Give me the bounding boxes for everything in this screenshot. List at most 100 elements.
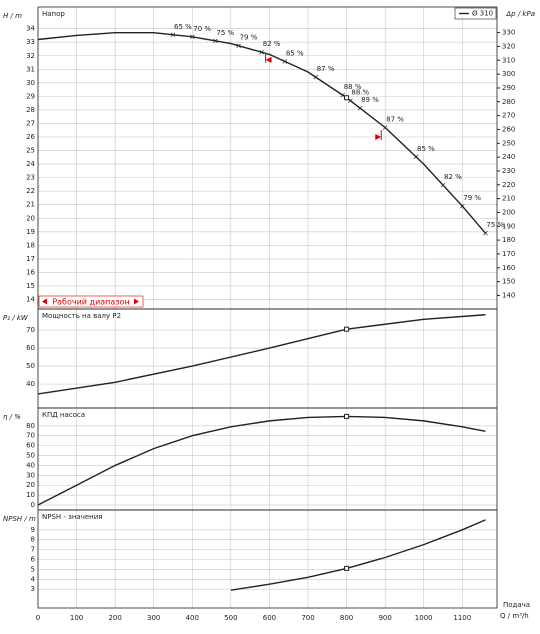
y2-tick-label: 300 [502,70,515,78]
x-tick-label: 600 [263,614,276,622]
efficiency-tick [357,105,363,111]
y-tick-label: 80 [26,422,35,430]
range-marker [375,134,382,141]
y2-tick-label: 320 [502,42,515,50]
y-tick-label: 29 [26,92,35,100]
efficiency-label: 85 % [286,49,304,57]
efficiency-label: 85 % [417,145,435,153]
efficiency-label: 82 % [444,173,462,181]
y-tick-label: 60 [26,442,35,450]
y-tick-label: 70 [26,326,35,334]
efficiency-tick [382,125,388,130]
efficiency-tick [190,34,195,40]
y2-tick-label: 140 [502,291,515,299]
y2-tick-label: 240 [502,153,515,161]
y-tick-label: 16 [26,268,35,276]
duty-point [344,565,350,571]
efficiency-tick [340,92,345,98]
y2-tick-label: 180 [502,236,515,244]
y-tick-label: 19 [26,228,35,236]
y2-tick-label: 230 [502,167,515,175]
y-tick-label: 34 [26,25,35,33]
y-tick-label: 27 [26,119,35,127]
y-tick-label: 5 [31,565,35,573]
efficiency-label: 82 % [263,40,281,48]
y-tick-label: 17 [26,255,35,263]
panel-frame [37,6,498,310]
x-axis-label-2: Подача [503,601,530,609]
y-axis-label: η / % [3,413,21,421]
y-tick-label: 10 [26,491,35,499]
range-label: Рабочий диапазон [52,298,129,307]
y-tick-label: 0 [31,501,35,509]
legend-label: Ø 310 [472,10,493,18]
y-tick-label: 3 [31,585,35,593]
y-tick-label: 23 [26,174,35,182]
y-tick-label: 50 [26,452,35,460]
panel-frame [37,509,498,609]
efficiency-tick [440,182,446,188]
y-tick-label: 70 [26,432,35,440]
efficiency-label: 65 % [174,23,192,31]
efficiency-label: 88 % [344,83,362,91]
y2-tick-label: 250 [502,139,515,147]
efficiency-label: 79 % [463,194,481,202]
y-tick-label: 33 [26,38,35,46]
y-axis-label: H / m [3,12,22,20]
panel-title: NPSH - значения [42,513,103,521]
range-arrow-left [42,298,47,305]
x-tick-label: 200 [108,614,121,622]
curve [230,519,486,591]
y-tick-label: 28 [26,106,35,114]
y2-tick-label: 160 [502,264,515,272]
efficiency-label: 70 % [193,25,211,33]
y-tick-label: 18 [26,241,35,249]
efficiency-tick [170,32,176,38]
x-tick-label: 100 [70,614,83,622]
y-tick-label: 26 [26,133,35,141]
efficiency-tick [483,230,488,236]
y-tick-label: 9 [31,526,35,534]
y2-tick-label: 310 [502,56,515,64]
duty-point [344,326,350,332]
y-tick-label: 32 [26,52,35,60]
range-arrow-right [134,298,139,305]
y-tick-label: 60 [26,344,35,352]
x-tick-label: 500 [224,614,237,622]
efficiency-tick [236,43,241,48]
range-marker [265,56,272,63]
range-label-box [38,295,144,308]
y2-tick-label: 190 [502,222,515,230]
y-tick-label: 25 [26,147,35,155]
y-tick-label: 8 [31,536,35,544]
panel-title: Мощность на валу P2 [42,312,121,320]
efficiency-tick [313,74,318,80]
efficiency-label: 75 % [486,221,504,229]
y2-tick-label: 220 [502,181,515,189]
y-tick-label: 40 [26,461,35,469]
y-tick-label: 15 [26,282,35,290]
y-tick-label: 30 [26,471,35,479]
legend-box [454,7,497,20]
x-tick-label: 700 [301,614,314,622]
efficiency-label: 89 % [361,96,379,104]
efficiency-label: 87 % [317,65,335,73]
y-tick-label: 31 [26,65,35,73]
y2-tick-label: 330 [502,29,515,37]
y-tick-label: 6 [31,555,36,563]
panel-frame [37,308,498,409]
panel-title: Напор [42,10,65,18]
x-tick-label: 1100 [453,614,471,622]
efficiency-tick [259,49,264,55]
y2-tick-label: 200 [502,208,515,216]
y-axis-label: P₂ / kW [3,314,29,322]
y-tick-label: 24 [26,160,35,168]
curve [37,314,486,395]
y2-tick-label: 170 [502,250,515,258]
y-tick-label: 20 [26,214,35,222]
efficiency-label: 87 % [386,116,404,124]
efficiency-tick [348,98,353,103]
x-tick-label: 0 [36,614,40,622]
y-tick-label: 14 [26,296,35,304]
